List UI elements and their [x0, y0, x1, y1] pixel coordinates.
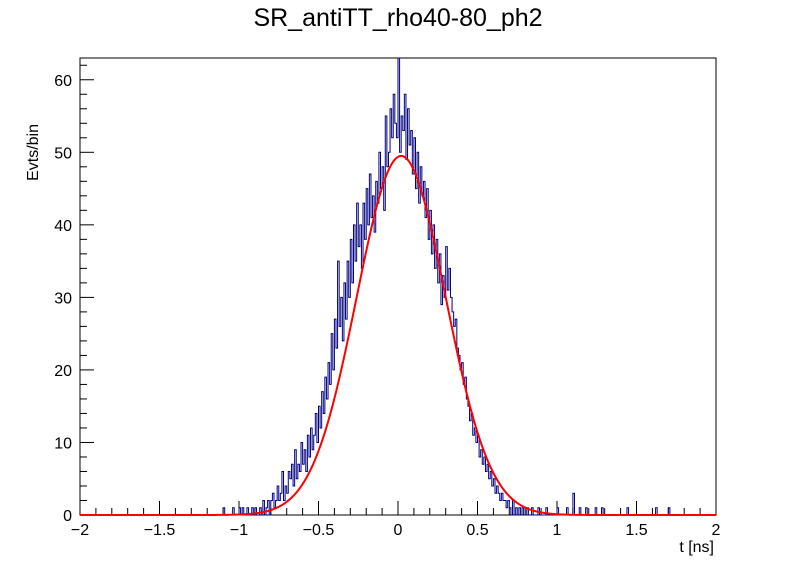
y-tick-label: 30 — [54, 290, 72, 307]
x-tick-label: −1.5 — [144, 522, 176, 539]
x-tick-label: −0.5 — [303, 522, 335, 539]
y-tick-label: 40 — [54, 218, 72, 235]
gaussian-fit-curve — [80, 154, 716, 516]
x-tick-label: 2 — [712, 522, 721, 539]
x-tick-label: 1 — [553, 522, 562, 539]
y-tick-label: 50 — [54, 145, 72, 162]
x-tick-label: 1.5 — [625, 522, 647, 539]
y-tick-label: 20 — [54, 363, 72, 380]
y-tick-label: 0 — [63, 508, 72, 525]
x-tick-label: −2 — [71, 522, 89, 539]
histogram-series — [80, 57, 716, 516]
y-axis-title: Evts/bin — [25, 124, 42, 181]
y-tick-label: 60 — [54, 73, 72, 90]
y-tick-label: 10 — [54, 435, 72, 452]
x-tick-label: −1 — [230, 522, 248, 539]
x-tick-label: 0.5 — [466, 522, 488, 539]
chart-title: SR_antiTT_rho40-80_ph2 — [253, 4, 543, 32]
x-axis-title: t [ns] — [679, 539, 714, 556]
y-axis: 0 10 20 30 40 50 60 — [54, 64, 94, 525]
x-tick-label: 0 — [394, 522, 403, 539]
x-axis: −2 −1.5 −1 −0.5 0 0.5 1 1.5 2 — [71, 501, 721, 539]
